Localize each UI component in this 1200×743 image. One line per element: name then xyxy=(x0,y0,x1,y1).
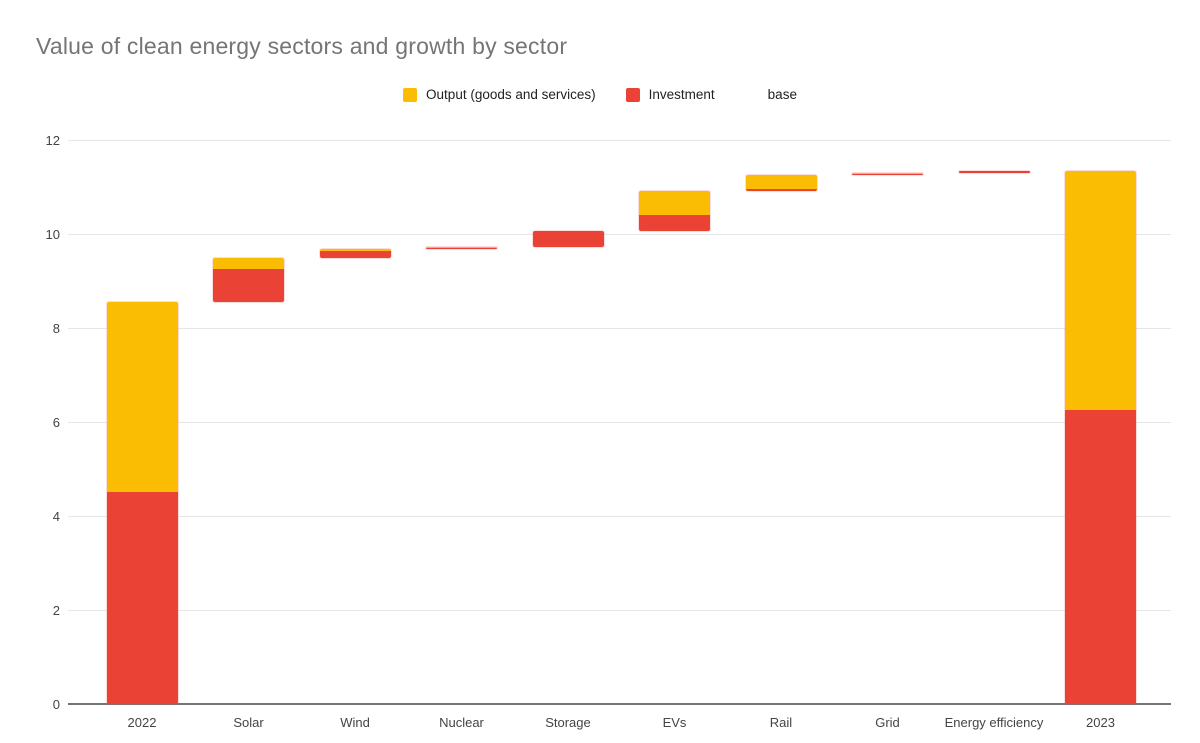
output-segment[interactable] xyxy=(319,249,391,252)
x-axis-category-label: Storage xyxy=(545,715,591,730)
bar-grid[interactable] xyxy=(852,172,923,176)
bar-rail[interactable] xyxy=(745,175,817,191)
legend-item-base[interactable]: base xyxy=(745,87,797,102)
output-segment[interactable] xyxy=(852,172,923,175)
y-axis-tick-label: 8 xyxy=(52,321,60,336)
investment-segment[interactable] xyxy=(1065,410,1136,704)
x-axis-category-label: Wind xyxy=(340,715,370,730)
chart-legend: Output (goods and services) Investment b… xyxy=(0,87,1200,102)
investment-segment[interactable] xyxy=(106,492,178,704)
gridline xyxy=(68,140,1171,141)
chart-title: Value of clean energy sectors and growth… xyxy=(36,33,568,59)
bar-2023[interactable] xyxy=(1065,170,1136,704)
x-axis-category-label: Energy efficiency xyxy=(944,715,1044,730)
investment-segment[interactable] xyxy=(532,230,604,247)
x-axis-line xyxy=(68,703,1171,705)
y-axis-tick-label: 4 xyxy=(52,509,60,524)
x-axis-category-label: Solar xyxy=(233,715,264,730)
bar-nuclear[interactable] xyxy=(426,246,497,250)
x-axis-category-label: Rail xyxy=(769,715,793,730)
x-axis-category-label: EVs xyxy=(662,715,687,730)
x-axis-category-label: Nuclear xyxy=(439,715,484,730)
legend-item-investment[interactable]: Investment xyxy=(625,87,715,102)
y-axis-tick-label: 10 xyxy=(45,227,60,242)
gridline xyxy=(68,610,1171,611)
output-segment[interactable] xyxy=(426,246,497,249)
x-axis-category-label: Grid xyxy=(875,715,900,730)
bar-solar[interactable] xyxy=(213,258,284,303)
y-axis-tick-label: 0 xyxy=(52,697,60,712)
y-axis-tick-label: 2 xyxy=(52,603,60,618)
bar-energy-efficiency[interactable] xyxy=(958,170,1030,173)
output-segment[interactable] xyxy=(213,258,284,270)
bar-evs[interactable] xyxy=(639,190,710,231)
investment-segment[interactable] xyxy=(426,248,497,250)
output-legend-swatch-icon xyxy=(403,87,418,102)
y-axis-tick-label: 6 xyxy=(52,415,60,430)
investment-segment[interactable] xyxy=(639,215,710,231)
output-segment[interactable] xyxy=(745,175,817,189)
output-segment[interactable] xyxy=(639,190,710,216)
legend-item-label: base xyxy=(767,87,797,102)
gridline xyxy=(68,516,1171,517)
investment-legend-swatch-icon xyxy=(625,87,640,102)
legend-item-label: Investment xyxy=(648,87,715,102)
y-axis-tick-label: 12 xyxy=(45,133,60,148)
investment-segment[interactable] xyxy=(958,170,1030,173)
legend-item-label: Output (goods and services) xyxy=(426,87,596,102)
x-axis-category-label: 2022 xyxy=(127,715,157,730)
gridline xyxy=(68,234,1171,235)
bar-storage[interactable] xyxy=(532,230,604,247)
investment-segment[interactable] xyxy=(745,188,817,191)
investment-segment[interactable] xyxy=(213,269,284,303)
bar-wind[interactable] xyxy=(319,249,391,259)
legend-item-output[interactable]: Output (goods and services) xyxy=(403,87,596,102)
investment-segment[interactable] xyxy=(319,251,391,259)
bar-2022[interactable] xyxy=(106,302,178,704)
output-segment[interactable] xyxy=(1065,170,1136,411)
x-axis-category-label: 2023 xyxy=(1086,715,1115,730)
gridline xyxy=(68,422,1171,423)
output-segment[interactable] xyxy=(106,302,178,493)
investment-segment[interactable] xyxy=(852,174,923,176)
gridline xyxy=(68,328,1171,329)
